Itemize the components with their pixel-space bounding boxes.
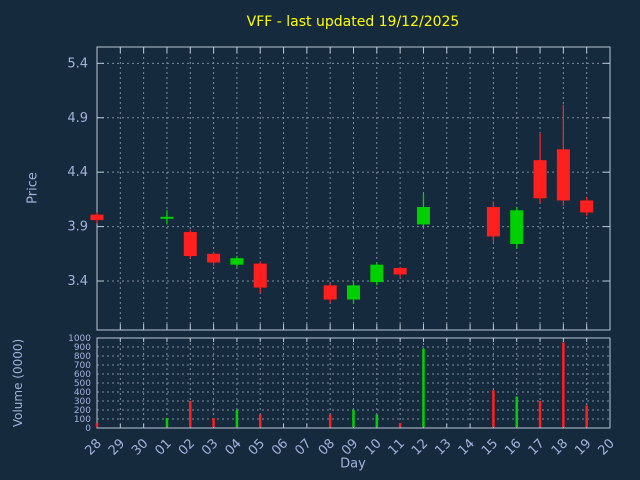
day-tick-label: 17 [526,436,548,458]
day-tick-label: 20 [596,436,618,458]
candle-body [347,285,360,300]
volume-tick-label: 500 [74,379,91,389]
day-tick-label: 15 [479,436,501,458]
day-tick-label: 30 [129,436,151,458]
volume-tick-label: 200 [74,406,91,416]
price-tick-label: 4.9 [67,111,88,126]
candle-body [207,253,221,263]
volume-tick-label: 400 [74,388,91,398]
day-tick-label: 12 [409,436,431,458]
candle-body [393,267,407,275]
price-tick-label: 3.9 [67,220,88,235]
volume-tick-label: 300 [74,397,91,407]
day-tick-label: 05 [246,436,268,458]
day-tick-label: 14 [456,436,478,458]
day-tick-label: 16 [502,436,524,458]
day-tick-label: 10 [362,436,384,458]
day-tick-label: 13 [432,436,454,458]
volume-tick-label: 700 [74,361,91,371]
volume-tick-label: 800 [74,352,91,362]
day-tick-label: 08 [316,436,338,458]
volume-tick-label: 100 [74,415,91,425]
candle-body [230,258,244,265]
day-axis-label: Day [340,456,366,472]
candle-body [323,285,337,300]
price-tick-label: 3.4 [67,274,88,289]
candle-body [416,207,430,225]
candle-body [90,214,104,221]
candle-body [253,263,267,288]
day-tick-label: 06 [269,436,291,458]
day-tick-label: 19 [572,436,594,458]
chart-title: VFF - last updated 19/12/2025 [246,14,460,30]
day-tick-label: 28 [83,436,105,458]
volume-tick-label: 0 [85,424,91,434]
day-tick-label: 29 [106,436,128,458]
day-tick-label: 09 [339,436,361,458]
day-tick-label: 01 [152,436,174,458]
volume-tick-label: 1000 [68,334,91,344]
day-tick-label: 11 [386,436,408,458]
candle-body [183,232,197,256]
candle-body [160,216,174,219]
day-tick-label: 07 [292,436,314,458]
candle-body [370,264,384,283]
candle-body [580,200,594,213]
day-tick-label: 02 [176,436,198,458]
day-tick-label: 04 [222,436,244,458]
candle-body [510,210,524,245]
volume-tick-label: 900 [74,343,91,353]
price-tick-label: 5.4 [67,56,88,71]
candle-body [556,149,570,201]
candle-body [533,160,547,199]
volume-tick-label: 600 [74,370,91,380]
price-tick-label: 4.4 [67,165,88,180]
candle-body [486,207,500,237]
day-tick-label: 03 [199,436,221,458]
day-tick-label: 18 [549,436,571,458]
